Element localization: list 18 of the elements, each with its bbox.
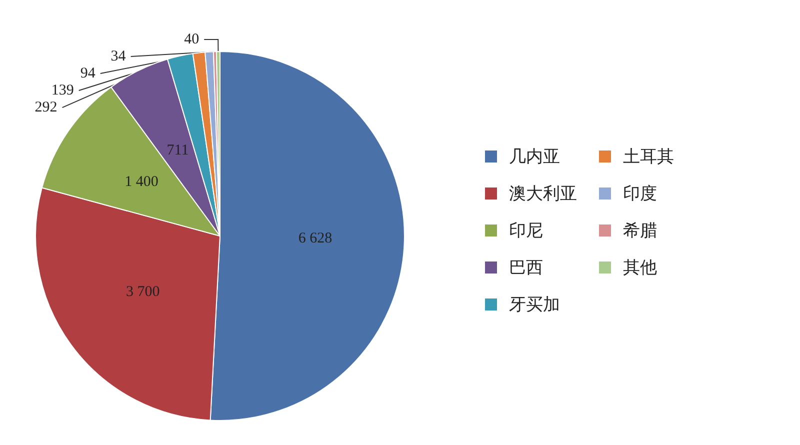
legend-label: 印尼 [509, 221, 543, 240]
legend-label: 其他 [623, 258, 657, 277]
data-label: 40 [184, 32, 200, 48]
data-label: 94 [80, 66, 96, 82]
legend-label: 希腊 [623, 221, 657, 240]
data-label: 139 [51, 82, 74, 99]
legend-label: 牙买加 [509, 295, 560, 314]
legend-label: 土耳其 [623, 147, 674, 166]
legend-label: 巴西 [509, 258, 543, 277]
data-label: 292 [34, 100, 58, 116]
legend-label: 印度 [623, 184, 657, 203]
data-label: 1 400 [124, 174, 158, 190]
legend-label: 几内亚 [509, 147, 560, 166]
data-label: 711 [166, 142, 189, 159]
data-label: 6 628 [298, 230, 332, 246]
data-label: 34 [110, 48, 126, 65]
legend-label: 澳大利亚 [509, 184, 577, 203]
data-label: 3 700 [126, 284, 160, 300]
